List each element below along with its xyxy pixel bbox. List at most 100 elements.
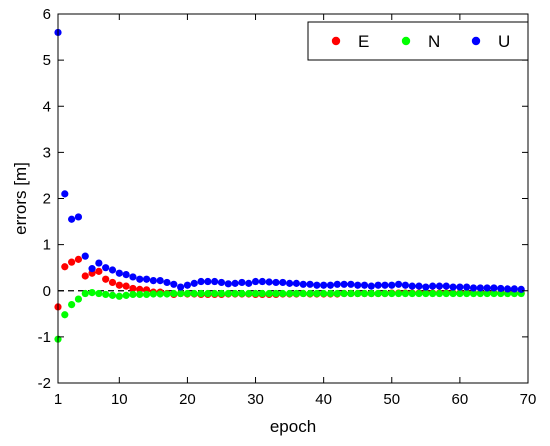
data-point-u <box>442 282 450 290</box>
data-point-e <box>129 284 137 293</box>
data-point-u <box>394 280 403 288</box>
data-point-u <box>476 284 484 292</box>
data-point-u <box>81 252 89 260</box>
data-point-u <box>265 278 273 286</box>
data-point-u <box>88 265 96 273</box>
data-point-n <box>490 289 498 298</box>
legend-label-n: N <box>428 32 440 51</box>
data-point-n <box>272 289 280 298</box>
data-point-u <box>415 282 423 290</box>
data-point-e <box>74 255 83 263</box>
y-tick-label: 1 <box>43 237 51 254</box>
data-point-u <box>204 277 212 286</box>
data-point-u <box>483 284 491 292</box>
data-point-n <box>74 295 83 303</box>
data-point-u <box>136 275 144 283</box>
data-point-u <box>517 285 525 293</box>
data-point-e <box>108 278 117 287</box>
data-point-n <box>326 289 335 298</box>
data-point-n <box>68 300 76 309</box>
data-point-u <box>129 273 137 281</box>
data-point-n <box>279 289 287 298</box>
data-point-n <box>129 290 137 299</box>
data-point-n <box>81 289 89 298</box>
data-point-n <box>367 289 375 298</box>
data-point-n <box>211 289 219 298</box>
data-point-n <box>61 311 69 319</box>
data-point-n <box>374 289 382 298</box>
data-point-u <box>156 277 164 285</box>
data-point-e <box>122 282 130 290</box>
data-point-u <box>435 282 444 290</box>
data-point-n <box>354 289 362 298</box>
data-point-u <box>306 280 314 288</box>
data-point-u <box>388 281 396 289</box>
data-point-u <box>272 278 280 287</box>
data-point-u <box>224 280 232 288</box>
x-tick-label: 10 <box>111 391 128 408</box>
data-point-u <box>340 280 348 288</box>
data-point-u <box>374 281 382 289</box>
data-point-u <box>469 284 478 292</box>
series-u <box>54 28 525 293</box>
data-point-e <box>136 285 144 293</box>
data-point-e <box>95 267 103 275</box>
data-point-n <box>394 289 403 298</box>
data-point-u <box>163 278 171 287</box>
data-point-u <box>497 284 505 293</box>
data-point-u <box>510 285 518 293</box>
data-point-n <box>401 289 409 298</box>
data-points <box>54 28 525 343</box>
data-point-u <box>177 283 185 291</box>
data-point-u <box>68 215 76 223</box>
data-point-n <box>95 289 103 298</box>
data-point-n <box>170 289 178 298</box>
data-point-n <box>88 288 96 297</box>
data-point-n <box>442 289 450 298</box>
data-point-u <box>115 269 123 277</box>
data-point-u <box>245 279 253 287</box>
x-tick-label: 1 <box>54 391 62 408</box>
data-point-u <box>149 277 157 285</box>
data-point-n <box>183 289 192 298</box>
data-point-u <box>231 279 239 287</box>
data-point-n <box>360 289 369 298</box>
data-point-u <box>449 283 457 291</box>
data-point-n <box>449 289 457 298</box>
data-point-u <box>299 280 307 288</box>
data-point-u <box>333 280 341 288</box>
data-point-n <box>408 289 416 298</box>
data-point-n <box>422 289 430 298</box>
y-tick-label: -2 <box>38 375 51 392</box>
x-tick-label: 60 <box>452 391 469 408</box>
data-point-u <box>197 277 205 286</box>
data-point-u <box>211 277 219 286</box>
data-point-n <box>313 289 321 298</box>
data-point-n <box>333 289 341 298</box>
data-point-n <box>197 289 205 298</box>
data-point-n <box>456 289 464 298</box>
data-point-n <box>156 290 164 298</box>
data-point-n <box>217 289 226 298</box>
data-point-u <box>285 279 294 287</box>
x-axis-ticks: 1 10 20 30 40 50 60 70 <box>54 14 536 408</box>
data-point-n <box>115 292 123 300</box>
data-point-n <box>102 290 110 299</box>
y-tick-label: 0 <box>43 283 51 300</box>
data-point-u <box>422 283 430 291</box>
data-point-n <box>285 289 294 298</box>
data-point-u <box>61 190 69 198</box>
data-point-u <box>95 259 103 267</box>
data-point-n <box>381 289 389 298</box>
data-point-u <box>408 282 416 290</box>
data-point-u <box>142 275 151 283</box>
x-axis-label: epoch <box>270 417 316 436</box>
data-point-u <box>367 282 375 290</box>
data-point-n <box>177 289 185 298</box>
data-point-u <box>258 277 266 286</box>
legend-label-u: U <box>498 32 510 51</box>
data-point-n <box>224 289 232 298</box>
y-tick-label: 4 <box>43 98 51 115</box>
y-axis-ticks: -2 -1 0 1 2 3 4 5 6 <box>38 6 528 392</box>
